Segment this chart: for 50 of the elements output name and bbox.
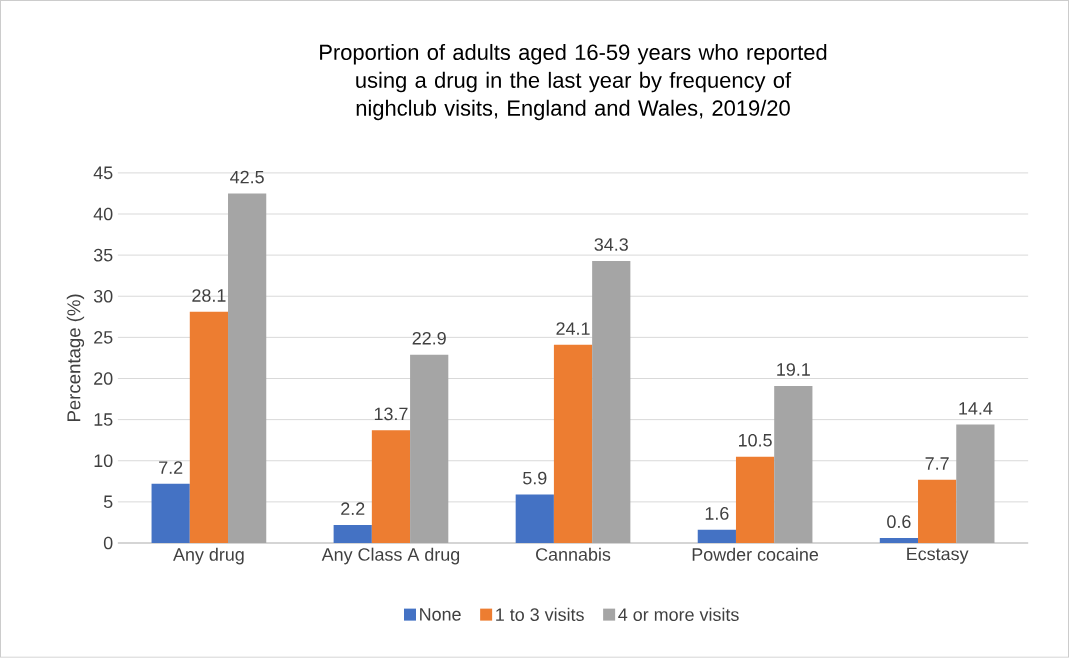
data-label: 7.7 <box>925 457 949 470</box>
data-label: 5.9 <box>523 471 547 485</box>
data-label: 10.5 <box>739 433 772 447</box>
bar <box>879 538 919 544</box>
bar <box>189 311 229 544</box>
y-axis-title: Percentage (%) <box>66 294 85 422</box>
legend-label: None <box>420 608 461 621</box>
bar <box>371 430 411 544</box>
data-label: 1.6 <box>705 507 729 520</box>
data-label: 2.2 <box>341 502 365 515</box>
bar <box>333 524 372 544</box>
bar <box>553 344 593 544</box>
data-label: 28.1 <box>192 289 226 302</box>
bar <box>956 424 995 544</box>
bar <box>515 494 554 544</box>
y-tick-label: 10 <box>94 454 113 468</box>
x-tick-label: Any drug <box>173 547 244 565</box>
bar <box>697 529 736 544</box>
y-tick-label: 5 <box>103 495 113 509</box>
bar <box>410 354 449 544</box>
data-label: 14.4 <box>959 402 993 415</box>
y-tick-label: 45 <box>93 166 113 180</box>
legend-label: 1 to 3 visits <box>496 607 584 622</box>
y-tick-label: 30 <box>93 289 113 303</box>
x-tick-label: Any Class A drug <box>321 547 460 565</box>
x-tick-label: Ecstasy <box>907 547 969 564</box>
y-tick-label: 25 <box>94 331 113 344</box>
bar <box>735 456 775 544</box>
bar <box>592 260 631 544</box>
data-label: 13.7 <box>374 407 408 421</box>
data-label: 22.9 <box>412 331 446 345</box>
y-tick-label: 0 <box>103 536 113 550</box>
y-tick-label: 20 <box>94 372 113 385</box>
y-tick-label: 15 <box>94 413 113 426</box>
data-label: 19.1 <box>777 363 810 376</box>
legend-label: 4 or more visits <box>618 607 739 622</box>
bar <box>774 385 813 544</box>
bar <box>228 193 267 544</box>
y-tick-label: 40 <box>93 207 113 221</box>
data-label: 24.1 <box>556 322 590 335</box>
x-tick-label: Cannabis <box>536 547 611 561</box>
y-tick-label: 35 <box>93 248 113 262</box>
chart-title: Proportion of adults aged 16-59 years who reported using a drug in the last year by frequency of nighclub visits, England and Wales, 2019/20 <box>320 44 827 121</box>
data-label: 34.3 <box>594 238 628 251</box>
bar <box>151 483 190 544</box>
data-label: 7.2 <box>159 461 183 474</box>
data-label: 0.6 <box>887 515 911 529</box>
x-tick-label: Powder cocaine <box>692 547 819 561</box>
bar <box>918 479 957 544</box>
data-label: 42.5 <box>230 170 264 184</box>
